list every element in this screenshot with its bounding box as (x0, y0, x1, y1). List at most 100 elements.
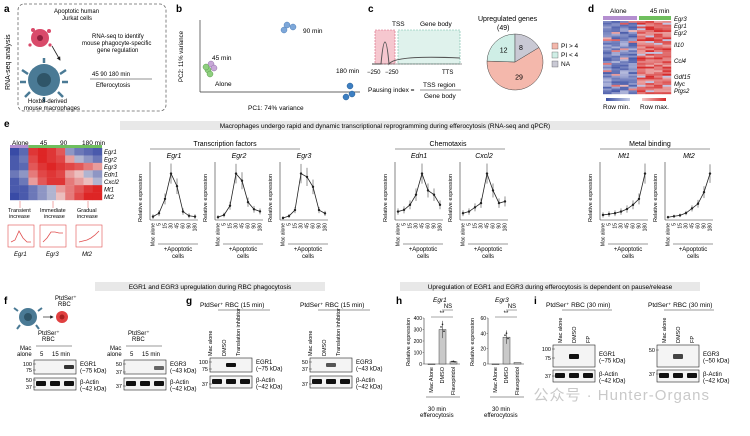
blot-band (126, 381, 136, 386)
c-pausing-label: Pausing index = (368, 87, 415, 94)
sig-ns: NS (508, 304, 516, 310)
f-egr1-label: EGR1 (~75 kDa) (80, 362, 107, 375)
heat-cell (603, 73, 612, 76)
heat-cell (654, 44, 663, 47)
sig-star: ** (440, 311, 445, 317)
heat-e-cell (37, 155, 47, 164)
pie-slice-1 (486, 33, 516, 63)
heat-cell (611, 26, 621, 29)
heat-cell (603, 55, 612, 58)
x-group-label-2: cells (622, 254, 634, 260)
x-tick-label-2: Flavopiridol (515, 367, 521, 395)
blot-band (226, 363, 236, 367)
g-egr1-label: EGR1 (~75 kDa) (256, 360, 283, 373)
y-axis-label: Relative expression (138, 174, 144, 222)
heat-cell (662, 59, 672, 62)
heat-cell (620, 50, 629, 53)
f-mac-alone-2: Mac alone (107, 346, 122, 358)
heat-cell (637, 33, 646, 36)
heat-cell (645, 42, 655, 45)
mode-box-1 (39, 224, 67, 248)
mode-box-0 (7, 224, 35, 248)
heat-cell (637, 70, 646, 73)
heat-cell (654, 90, 663, 93)
heat-cell (611, 55, 621, 58)
heat-cell (654, 50, 663, 53)
data-point (643, 172, 647, 175)
heat-cell (637, 83, 646, 86)
x-tick-label: 180 (258, 223, 264, 232)
heat-cell (654, 92, 663, 95)
f-t15-1: 15 min (52, 352, 70, 358)
heat-e-cell (19, 177, 29, 186)
e-col-180: 180 min (82, 140, 106, 147)
d-rowmax-swatch (642, 98, 666, 101)
x-tick-label: 45 (625, 223, 631, 229)
heat-e-cell (92, 155, 103, 164)
i-actin-label-1: β-Actin (~42 kDa) (599, 372, 626, 385)
e-mode-gene-2: Mt2 (82, 252, 93, 258)
x-tick-label: Mac alone (281, 223, 287, 246)
heat-cell (645, 24, 655, 27)
heat-cell (603, 53, 612, 56)
x-group-label-1: +Apoptotic (614, 247, 643, 253)
heat-e-cell (56, 148, 66, 156)
heat-cell (603, 62, 612, 65)
dot (507, 337, 509, 340)
heat-cell (637, 55, 646, 58)
heat-cell (637, 39, 646, 42)
heat-cell (645, 77, 655, 80)
heat-cell (637, 52, 646, 55)
heat-cell (662, 30, 672, 33)
heat-cell (637, 81, 646, 84)
f1-marker-2: 50 (26, 378, 32, 384)
line-chart-Egr2: Egr2 Relative expression Mac alone 5 15 30 45 6… (203, 153, 264, 260)
i-title-2: PtdSer⁺ RBC (30 min) (648, 302, 712, 309)
heat-e-cell (56, 185, 66, 193)
y-axis-label: Relative expression (203, 174, 209, 222)
heat-cell (628, 33, 638, 36)
heat-cell (611, 30, 621, 33)
heat-cell (620, 81, 629, 84)
heat-cell (645, 52, 655, 55)
x-tick-label: Mac alone (216, 223, 222, 246)
g1-marker-1: 75 (202, 367, 208, 373)
x-tick-label: Mac alone (396, 223, 402, 246)
heat-cell (654, 53, 663, 56)
line-chart-title: Egr3 (297, 153, 312, 160)
data-point (187, 214, 191, 217)
heat-cell (637, 22, 646, 25)
data-point (666, 216, 670, 219)
bar-2 (513, 362, 522, 365)
heat-cell (611, 61, 621, 64)
c-tick-mid: −250 (385, 70, 399, 76)
i-blot-egr3 (656, 344, 700, 368)
heat-cell (637, 92, 646, 95)
x-tick-label: 45 (240, 223, 246, 229)
heat-cell (628, 52, 638, 55)
heat-cell (620, 33, 629, 36)
bar-0 (427, 363, 436, 365)
c-gene-body: Gene body (420, 21, 453, 28)
heat-cell (662, 53, 672, 56)
dot (441, 323, 444, 326)
heat-cell (611, 42, 621, 45)
heat-cell (620, 21, 629, 24)
data-point (432, 193, 436, 196)
heat-cell (637, 44, 646, 47)
blot-band (340, 379, 350, 384)
heat-cell (637, 90, 646, 93)
heat-e-cell (65, 185, 75, 193)
data-point (216, 215, 220, 219)
i1-marker-1: 75 (545, 356, 551, 362)
heat-cell (611, 22, 621, 25)
f-t5-1: 5 (40, 352, 44, 358)
heat-cell (654, 39, 663, 42)
data-point (637, 197, 641, 201)
heat-e-cell (65, 155, 75, 164)
heat-cell (637, 50, 646, 53)
heat-cell (662, 55, 672, 58)
heat-cell (611, 41, 621, 44)
y-tick-label: 20 (480, 347, 486, 353)
e-title-bar (120, 121, 650, 130)
